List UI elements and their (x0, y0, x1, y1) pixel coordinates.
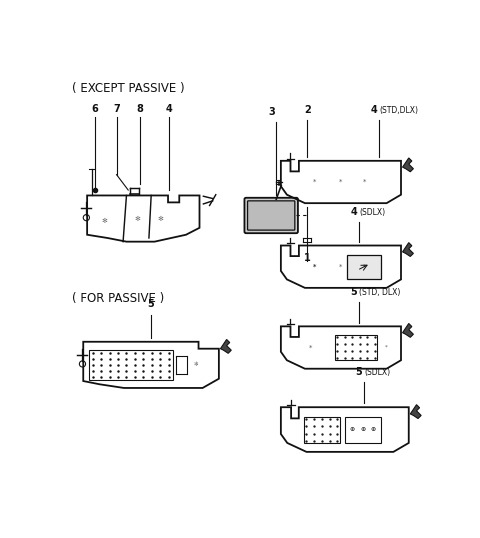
Bar (345, 417, 381, 443)
Text: *: * (309, 344, 312, 351)
Text: ⊕: ⊕ (360, 428, 365, 433)
Text: *: * (363, 179, 367, 185)
Text: (STD,DLX): (STD,DLX) (379, 105, 419, 115)
Text: 5: 5 (351, 287, 358, 297)
Text: ⊕: ⊕ (371, 428, 376, 433)
Text: 2: 2 (304, 105, 311, 115)
Text: *: * (363, 264, 367, 270)
Text: *: * (385, 345, 388, 350)
Text: ✻: ✻ (101, 218, 107, 224)
Polygon shape (403, 323, 413, 337)
Text: 4: 4 (165, 104, 172, 114)
Bar (335, 335, 377, 360)
Text: *: * (339, 179, 343, 185)
Bar (304, 417, 340, 443)
Text: 8: 8 (136, 104, 143, 114)
Text: *: * (313, 264, 316, 270)
Text: ( EXCEPT PASSIVE ): ( EXCEPT PASSIVE ) (72, 81, 184, 95)
Text: (SDLX): (SDLX) (359, 208, 385, 217)
Polygon shape (403, 158, 413, 172)
Text: (STD, DLX): (STD, DLX) (359, 288, 400, 297)
Text: (SDLX): (SDLX) (364, 368, 390, 377)
Text: ✻: ✻ (193, 363, 198, 367)
Bar (89, 350, 173, 380)
Text: *: * (313, 179, 316, 185)
Text: 4: 4 (351, 207, 358, 217)
Text: ( FOR PASSIVE ): ( FOR PASSIVE ) (72, 292, 164, 305)
FancyBboxPatch shape (244, 198, 298, 233)
Polygon shape (403, 243, 413, 257)
Text: ⊕: ⊕ (349, 428, 355, 433)
Text: 7: 7 (113, 104, 120, 114)
Bar (347, 255, 381, 279)
Polygon shape (410, 405, 421, 419)
FancyBboxPatch shape (248, 201, 295, 230)
Text: ✻: ✻ (157, 216, 163, 222)
Text: *: * (313, 264, 316, 270)
Text: 5: 5 (148, 300, 155, 309)
Text: 1: 1 (304, 253, 311, 263)
Text: *: * (339, 264, 343, 270)
Text: 5: 5 (356, 367, 362, 377)
Text: 3: 3 (268, 107, 275, 117)
Text: ✻: ✻ (135, 216, 141, 222)
Text: 6: 6 (92, 104, 98, 114)
Polygon shape (220, 339, 231, 353)
Text: 4: 4 (371, 104, 378, 115)
